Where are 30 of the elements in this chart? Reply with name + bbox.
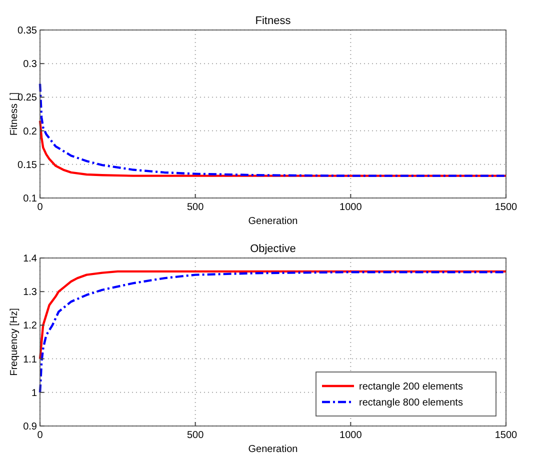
y-tick-label: 1	[31, 388, 38, 399]
x-tick-label: 0	[37, 430, 44, 441]
y-tick-label: 0.3	[23, 59, 38, 70]
x-tick-label: 1500	[494, 430, 518, 441]
legend-label: rectangle 200 elements	[359, 382, 463, 392]
x-tick-label: 1000	[340, 202, 362, 213]
line-series	[38, 270, 508, 360]
chart-title: Objective	[250, 243, 296, 255]
y-tick-label: 1.3	[23, 287, 38, 298]
x-tick-label: 1500	[494, 202, 518, 213]
chart-title: Fitness	[255, 15, 292, 27]
y-axis-title: Frequency [Hz]	[9, 308, 20, 376]
y-tick-label: 1.1	[23, 354, 38, 366]
line-series	[38, 120, 508, 177]
x-tick-label: 500	[186, 202, 204, 213]
x-axis-title: Generation	[248, 444, 298, 455]
y-tick-label: 1.2	[23, 320, 38, 332]
x-tick-label: 0	[37, 202, 44, 213]
y-tick-label: 1.4	[23, 254, 38, 264]
legend-label: rectangle 800 elements	[359, 398, 463, 408]
y-tick-label: 0.15	[18, 160, 38, 171]
y-tick-label: 0.2	[23, 126, 38, 138]
y-tick-label: 0.9	[23, 422, 38, 432]
y-tick-label: 0.35	[18, 26, 38, 36]
y-tick-label: 0.25	[18, 92, 38, 104]
line-series	[38, 82, 508, 177]
x-axis-title: Generation	[248, 216, 298, 227]
x-tick-label: 500	[186, 430, 204, 441]
x-tick-label: 1000	[340, 430, 362, 441]
y-tick-label: 0.1	[23, 194, 38, 204]
